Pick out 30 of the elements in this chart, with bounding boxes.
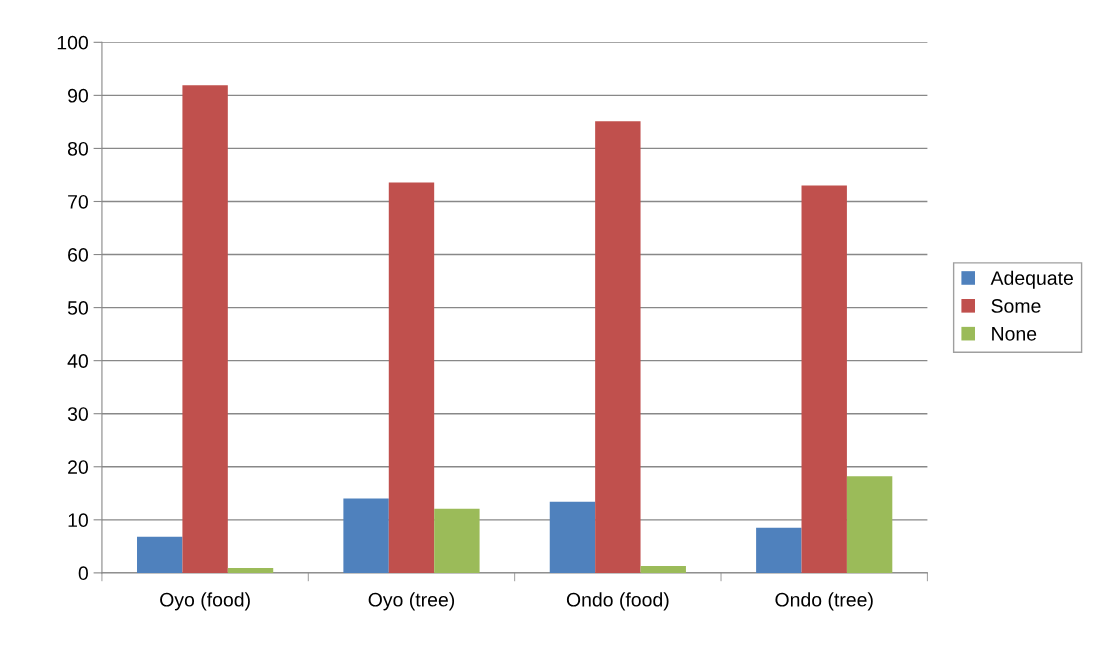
legend-label: Some bbox=[991, 299, 1041, 313]
bar bbox=[434, 508, 480, 573]
bar bbox=[640, 565, 686, 573]
y-tick-label: 30 bbox=[67, 407, 88, 421]
legend-label: Adequate bbox=[990, 270, 1073, 289]
bar bbox=[846, 476, 893, 573]
x-tick-label: Ondo (food) bbox=[566, 592, 669, 611]
bar bbox=[137, 536, 183, 573]
y-tick-label: 80 bbox=[67, 141, 88, 156]
bar bbox=[801, 185, 847, 573]
y-tick-label: 40 bbox=[67, 354, 88, 368]
y-tick-label: 60 bbox=[68, 248, 88, 262]
bar bbox=[343, 498, 389, 573]
y-tick-label: 20 bbox=[68, 460, 88, 474]
y-tick-label: 10 bbox=[68, 513, 88, 528]
y-tick-label: 100 bbox=[57, 35, 88, 50]
x-tick-label: Oyo (tree) bbox=[368, 592, 455, 611]
x-tick-label: Ondo (tree) bbox=[775, 592, 873, 611]
bar bbox=[595, 121, 641, 573]
y-tick-label: 0 bbox=[78, 566, 88, 581]
x-tick-label: Oyo (food) bbox=[160, 592, 250, 611]
legend-label: None bbox=[992, 327, 1037, 341]
bar bbox=[182, 85, 228, 573]
y-tick-label: 90 bbox=[68, 88, 88, 103]
bar bbox=[227, 568, 274, 573]
bar bbox=[388, 182, 435, 573]
y-tick-label: 70 bbox=[68, 194, 88, 209]
y-tick-label: 50 bbox=[67, 301, 88, 315]
bar bbox=[549, 501, 596, 573]
bar bbox=[756, 527, 802, 573]
